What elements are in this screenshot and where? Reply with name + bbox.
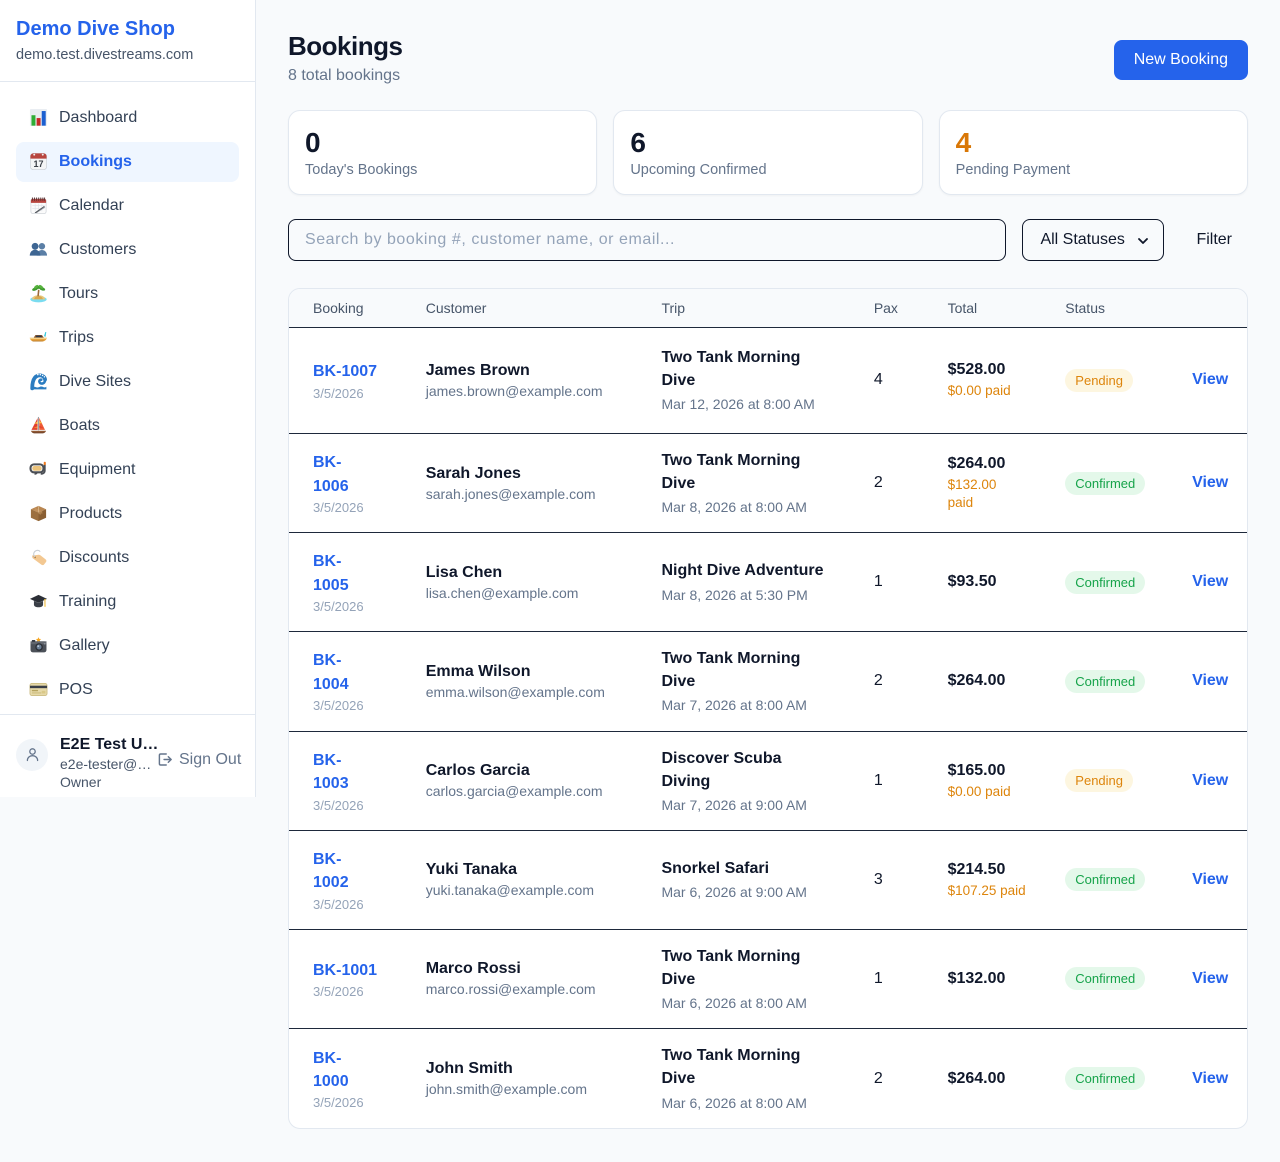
svg-text:17: 17: [33, 159, 43, 169]
